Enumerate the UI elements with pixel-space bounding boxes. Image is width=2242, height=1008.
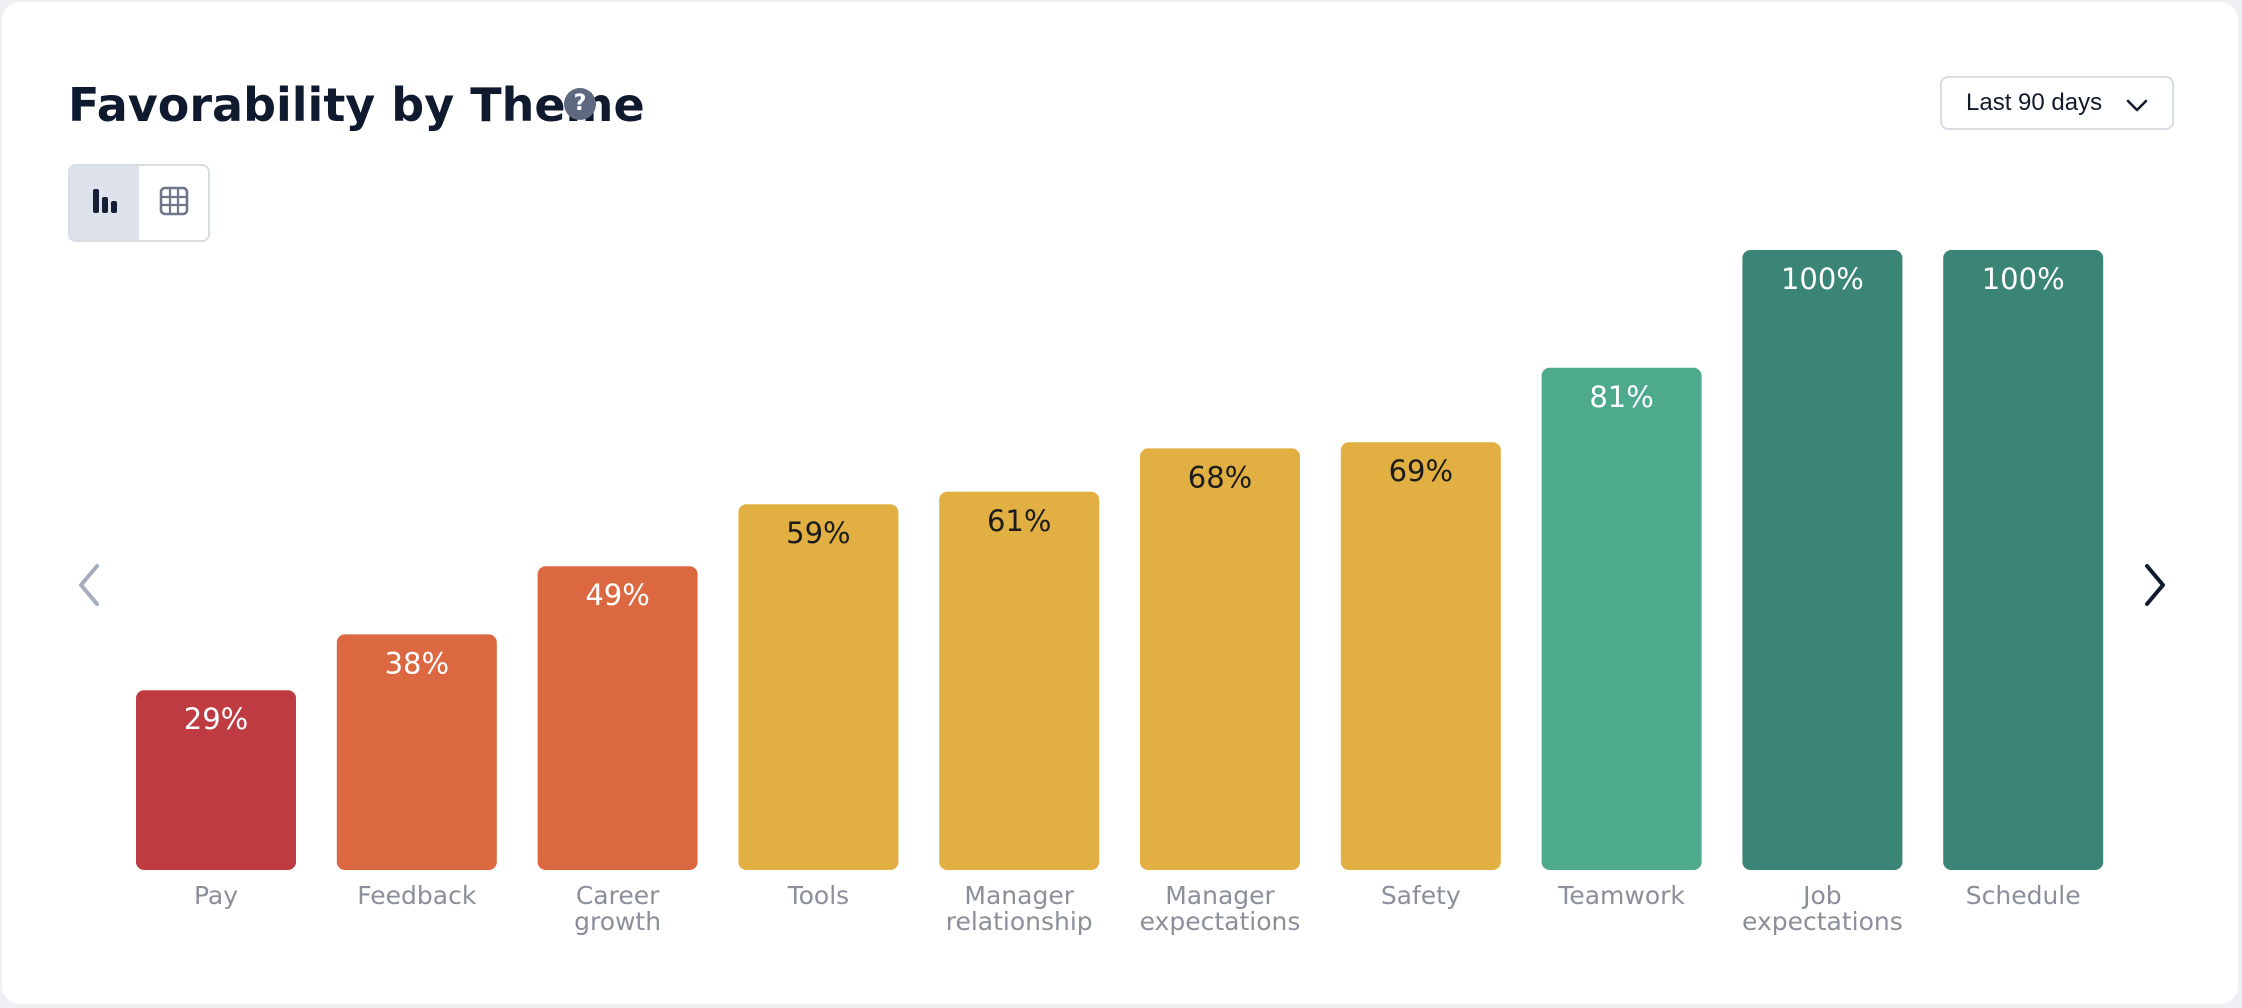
table-view-button[interactable]: [139, 166, 208, 240]
category-label: Schedule: [1966, 881, 2081, 910]
bar-3[interactable]: [738, 504, 899, 870]
bar-value-label: 29%: [184, 702, 248, 736]
page-title: Favorability by Theme: [68, 78, 645, 132]
bar-4[interactable]: [939, 491, 1100, 870]
category-label: Job expectations: [1742, 881, 1903, 936]
bar-chart-view-button[interactable]: [70, 166, 139, 240]
help-circle-icon[interactable]: ?: [564, 88, 596, 120]
category-label: Tools: [787, 881, 850, 910]
bar-value-label: 61%: [987, 504, 1051, 538]
bar-8[interactable]: [1742, 250, 1903, 870]
category-label: Manager expectations: [1140, 881, 1301, 936]
category-label: Feedback: [357, 881, 477, 910]
bar-value-label: 69%: [1389, 454, 1453, 488]
bar-value-label: 100%: [1781, 262, 1864, 296]
bar-value-label: 81%: [1589, 380, 1653, 414]
bar-5[interactable]: [1140, 448, 1300, 870]
bar-value-label: 49%: [585, 578, 649, 612]
table-grid-icon: [159, 186, 189, 220]
bar-7[interactable]: [1541, 367, 1702, 870]
bar-chart-icon: [90, 186, 120, 220]
bar-0[interactable]: [136, 690, 296, 870]
chevron-right-icon: [2143, 563, 2167, 611]
bar-6[interactable]: [1340, 442, 1501, 870]
chevron-down-icon: [2126, 94, 2148, 122]
bar-value-label: 38%: [385, 646, 449, 680]
bar-value-label: 100%: [1982, 262, 2065, 296]
bar-1[interactable]: [336, 634, 497, 870]
category-label: Teamwork: [1557, 881, 1685, 910]
bar-2[interactable]: [537, 566, 698, 870]
category-label: Safety: [1381, 881, 1461, 910]
next-page-button[interactable]: [2132, 562, 2178, 612]
date-range-value: Last 90 days: [1966, 89, 2103, 116]
category-label: Pay: [194, 881, 238, 910]
bar-value-label: 68%: [1188, 460, 1252, 494]
category-label: Career growth: [574, 881, 661, 936]
bar-9[interactable]: [1943, 250, 2104, 870]
bar-value-label: 59%: [786, 516, 850, 550]
chevron-left-icon: [77, 563, 101, 611]
view-toggle: [68, 164, 210, 242]
category-label: Manager relationship: [946, 881, 1093, 936]
previous-page-button[interactable]: [66, 562, 112, 612]
date-range-select[interactable]: Last 90 days: [1940, 76, 2174, 130]
